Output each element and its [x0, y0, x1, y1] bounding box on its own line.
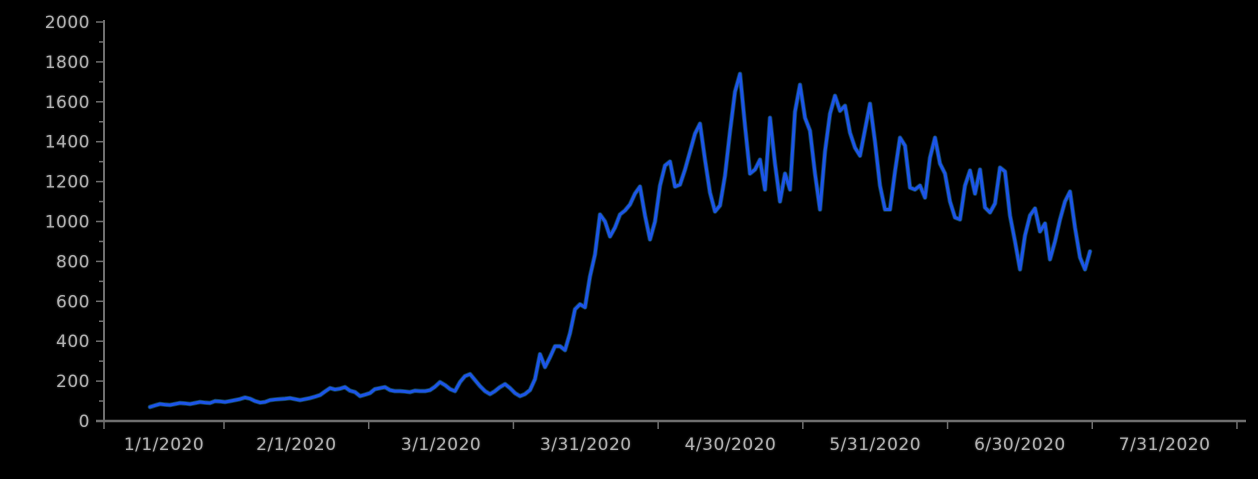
tick-marks-group: [96, 21, 1238, 429]
y-tick-label: 400: [56, 332, 90, 352]
data-series-line: [148, 72, 1092, 409]
y-tick-label: 200: [56, 372, 90, 392]
x-tick-label: 1/1/2020: [124, 435, 204, 455]
axis-labels-group: 0 200 400 600 800 1000 1200 1400 1600 1800 2000 1/1…: [45, 13, 1211, 455]
data-series-group: [147, 71, 1093, 410]
x-tick-label: 6/30/2020: [974, 435, 1066, 455]
y-tick-label: 800: [56, 252, 90, 272]
data-series-line-fringe: [147, 71, 1093, 410]
y-tick-label: 2000: [45, 13, 90, 33]
x-tick-label: 3/1/2020: [401, 435, 481, 455]
y-tick-label: 1000: [45, 213, 90, 233]
x-tick-label: 3/31/2020: [540, 435, 632, 455]
y-tick-label: 1400: [45, 133, 90, 153]
y-tick-label: 0: [79, 412, 90, 432]
y-tick-label: 1600: [45, 93, 90, 113]
x-tick-label: 4/30/2020: [685, 435, 777, 455]
x-tick-label: 2/1/2020: [256, 435, 336, 455]
x-tick-label: 5/31/2020: [829, 435, 921, 455]
y-tick-label: 600: [56, 292, 90, 312]
y-tick-label: 1200: [45, 173, 90, 193]
x-tick-label: 7/31/2020: [1119, 435, 1211, 455]
y-tick-label: 1800: [45, 53, 90, 73]
